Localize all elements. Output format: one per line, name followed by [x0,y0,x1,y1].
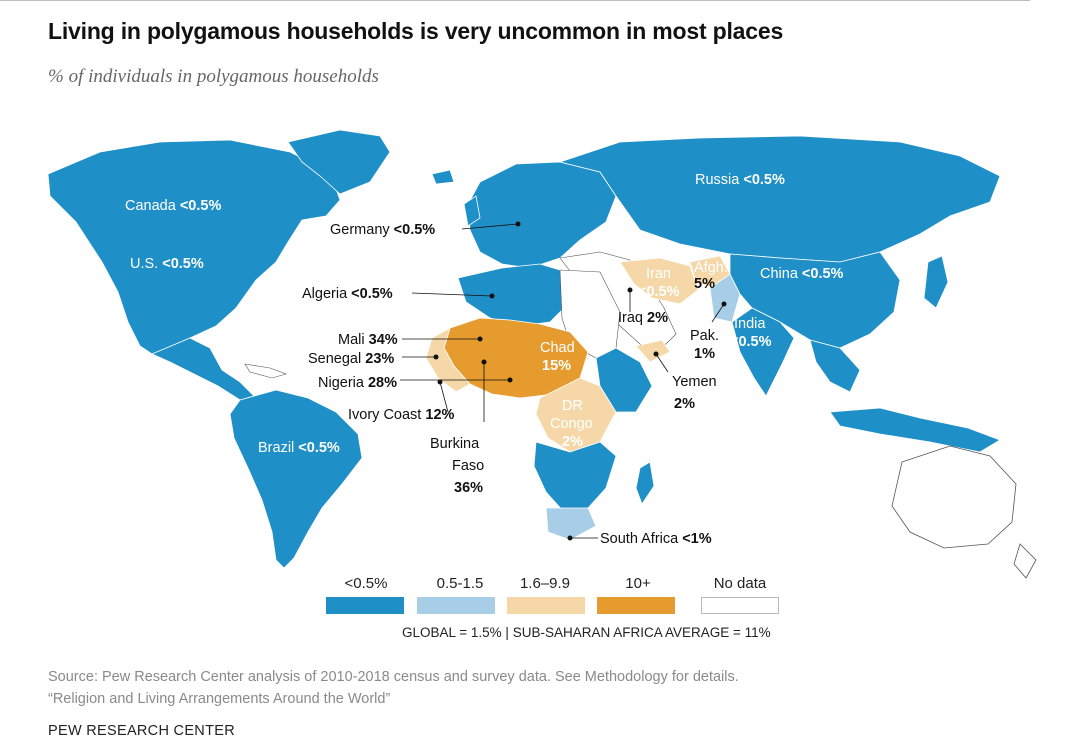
label-dots [433,221,727,541]
dot-algeria [489,293,495,299]
source-line-2: “Religion and Living Arrangements Around… [48,691,391,707]
legend-label-05-15: 0.5-1.5 [436,575,484,592]
label-chad-value: 15% [542,358,571,374]
country-labels: Canada <0.5% U.S. <0.5% Brazil <0.5% Rus… [125,172,844,547]
region-iran-iraq [619,257,699,305]
label-south-africa: South Africa <1% [600,531,712,547]
region-japan [923,255,949,309]
label-yemen-value: 2% [674,396,695,412]
top-rule [0,0,1030,1]
label-pak-value: 1% [694,346,715,362]
dot-burkina [481,359,487,365]
label-afgh-name: Afgh. [694,260,728,276]
label-ivory-coast: Ivory Coast 12% [348,407,455,423]
region-mexico [150,337,255,401]
label-russia: Russia <0.5% [695,172,785,188]
region-greenland [287,129,391,195]
legend-swatch-16-99 [507,597,585,614]
dot-mali [477,336,483,342]
label-germany: Germany <0.5% [330,222,435,238]
region-caribbean [244,363,287,379]
label-us: U.S. <0.5% [130,256,204,272]
label-burkina-value: 36% [454,480,483,496]
region-south-africa [545,507,597,541]
leader-lines [400,223,725,539]
label-china: China <0.5% [760,266,844,282]
legend-note: GLOBAL = 1.5% | SUB-SAHARAN AFRICA AVERA… [402,625,771,640]
label-dr-2: Congo [550,416,593,432]
region-new-zealand [1013,543,1037,579]
label-afgh-value: 5% [694,276,715,292]
legend-label-lt05: <0.5% [344,575,388,592]
label-iran-name: Iran [646,266,671,282]
label-brazil: Brazil <0.5% [258,440,340,456]
world-map: Canada <0.5% U.S. <0.5% Brazil <0.5% Rus… [47,129,1037,579]
legend-label-16-99: 1.6–9.9 [519,575,571,592]
label-senegal: Senegal 23% [308,351,394,367]
dot-ivory [437,379,443,385]
leader-ivory [439,381,449,413]
label-chad-name: Chad [540,340,575,356]
legend-swatch-lt05 [326,597,404,614]
label-dr-1: DR [562,398,583,414]
dot-germany [515,221,521,227]
legend-swatch-nodata [701,597,779,614]
legend-swatch-05-15 [417,597,495,614]
label-nigeria: Nigeria 28% [318,375,397,391]
label-india-name: India [734,316,766,332]
label-burkina-2: Faso [452,458,484,474]
label-iraq: Iraq 2% [618,310,668,326]
label-burkina-1: Burkina [430,436,480,452]
region-southeast-asia [809,339,861,393]
source-note: Source: Pew Research Center analysis of … [48,666,739,710]
region-north-africa [457,263,571,327]
region-pakistan [709,273,741,323]
dot-nigeria [507,377,513,383]
landmasses [47,129,1037,579]
region-europe [467,161,617,269]
label-canada: Canada <0.5% [125,198,221,214]
dot-yemen [653,351,659,357]
legend-label-10plus: 10+ [625,575,651,592]
dot-senegal [433,354,439,360]
dot-iraq [627,287,633,293]
label-pak-name: Pak. [690,328,719,344]
chart-subtitle: % of individuals in polygamous household… [48,66,379,87]
dot-sa [567,535,573,541]
region-southern-africa [533,441,617,513]
label-dr-value: 2% [562,434,583,450]
leader-pak [711,303,725,323]
chart-title: Living in polygamous households is very … [48,18,784,44]
region-east-africa [595,347,653,413]
leader-germany [461,223,519,230]
region-iceland [431,169,455,185]
region-north-america [47,139,341,355]
leader-algeria [411,292,493,297]
region-china [729,251,901,349]
region-australia [891,445,1017,549]
region-indonesia [829,407,1001,453]
dot-pak [721,301,727,307]
region-india [731,307,795,397]
source-line-1: Source: Pew Research Center analysis of … [48,669,739,685]
label-india-value: <0.5% [730,334,772,350]
region-yemen [635,339,671,363]
leader-yemen [655,353,669,373]
brand-logo-text: PEW RESEARCH CENTER [48,723,235,739]
legend-swatch-10plus [597,597,675,614]
region-west-africa [425,327,471,393]
label-mali: Mali 34% [338,332,398,348]
region-uk [463,195,481,227]
region-russia [558,135,1001,263]
label-yemen-name: Yemen [672,374,717,390]
region-madagascar [635,461,655,505]
legend-label-nodata: No data [713,575,767,592]
label-iran-value: <0.5% [638,284,680,300]
region-south-america [229,389,363,569]
label-algeria: Algeria <0.5% [302,286,393,302]
